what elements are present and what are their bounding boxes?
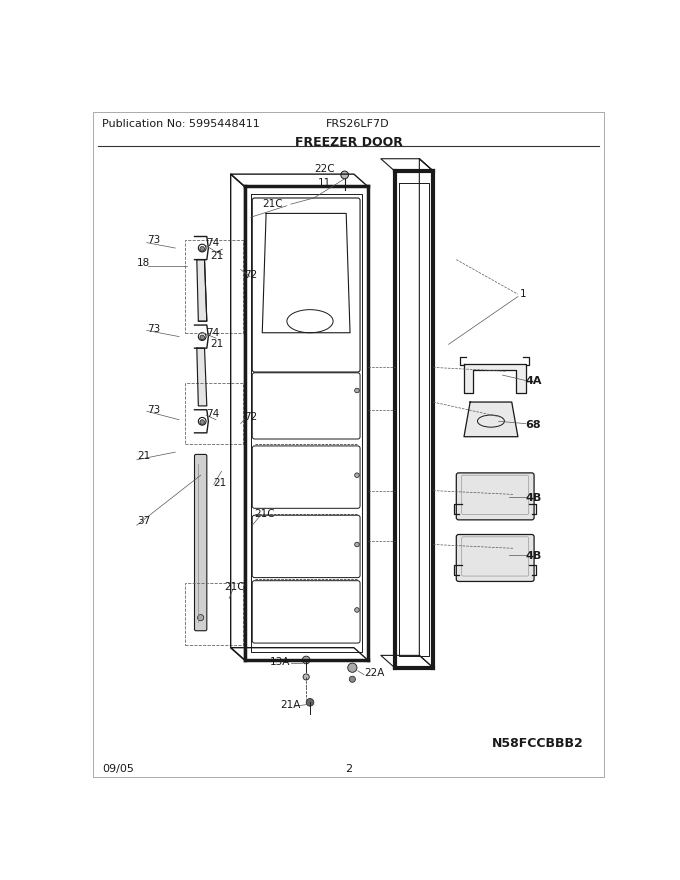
Text: 09/05: 09/05 bbox=[102, 764, 134, 774]
Text: 21C: 21C bbox=[224, 582, 244, 592]
Text: 2: 2 bbox=[345, 764, 352, 774]
Text: 11: 11 bbox=[318, 178, 331, 187]
Text: Publication No: 5995448411: Publication No: 5995448411 bbox=[102, 120, 260, 129]
Text: 21: 21 bbox=[137, 451, 150, 461]
Text: 68: 68 bbox=[526, 420, 541, 430]
Circle shape bbox=[347, 664, 357, 672]
Text: 37: 37 bbox=[137, 517, 150, 526]
Text: 4A: 4A bbox=[526, 377, 542, 386]
Circle shape bbox=[200, 335, 205, 340]
Circle shape bbox=[306, 699, 314, 706]
Text: 21A: 21A bbox=[281, 700, 301, 709]
Text: N58FCCBBB2: N58FCCBBB2 bbox=[492, 737, 583, 750]
FancyBboxPatch shape bbox=[456, 534, 534, 582]
Circle shape bbox=[200, 420, 205, 424]
FancyBboxPatch shape bbox=[194, 454, 207, 631]
FancyBboxPatch shape bbox=[456, 473, 534, 520]
Circle shape bbox=[355, 542, 359, 546]
Circle shape bbox=[350, 676, 356, 682]
Circle shape bbox=[200, 246, 205, 251]
Text: 72: 72 bbox=[245, 270, 258, 280]
Circle shape bbox=[355, 607, 359, 612]
Bar bbox=[185, 383, 243, 444]
Circle shape bbox=[355, 473, 359, 478]
Polygon shape bbox=[197, 260, 207, 321]
Text: 21: 21 bbox=[214, 478, 227, 488]
Text: 21: 21 bbox=[210, 251, 223, 260]
Text: 72: 72 bbox=[245, 413, 258, 422]
Text: 21C: 21C bbox=[262, 199, 283, 209]
Text: 4B: 4B bbox=[526, 551, 542, 561]
Bar bbox=[185, 240, 243, 333]
Polygon shape bbox=[197, 348, 207, 406]
Text: FREEZER DOOR: FREEZER DOOR bbox=[294, 136, 403, 150]
Text: 4B: 4B bbox=[526, 494, 542, 503]
Polygon shape bbox=[464, 402, 518, 436]
Text: 73: 73 bbox=[147, 324, 160, 334]
Text: 73: 73 bbox=[147, 235, 160, 246]
Text: FRS26LF7D: FRS26LF7D bbox=[326, 120, 389, 129]
Circle shape bbox=[303, 674, 309, 680]
Text: 21C: 21C bbox=[254, 509, 275, 518]
Text: 13A: 13A bbox=[270, 656, 290, 666]
Text: 21: 21 bbox=[210, 340, 223, 349]
Text: 74: 74 bbox=[206, 327, 219, 338]
Circle shape bbox=[198, 614, 204, 620]
Text: 22C: 22C bbox=[314, 164, 335, 173]
Text: 1: 1 bbox=[520, 290, 527, 299]
Circle shape bbox=[355, 388, 359, 392]
Text: 74: 74 bbox=[206, 408, 219, 419]
Text: 22A: 22A bbox=[364, 668, 384, 678]
Circle shape bbox=[303, 656, 310, 664]
Text: 74: 74 bbox=[206, 238, 219, 247]
Circle shape bbox=[341, 171, 348, 179]
Text: 18: 18 bbox=[137, 259, 150, 268]
Text: 73: 73 bbox=[147, 405, 160, 414]
Polygon shape bbox=[464, 363, 526, 392]
Bar bbox=[185, 583, 243, 644]
